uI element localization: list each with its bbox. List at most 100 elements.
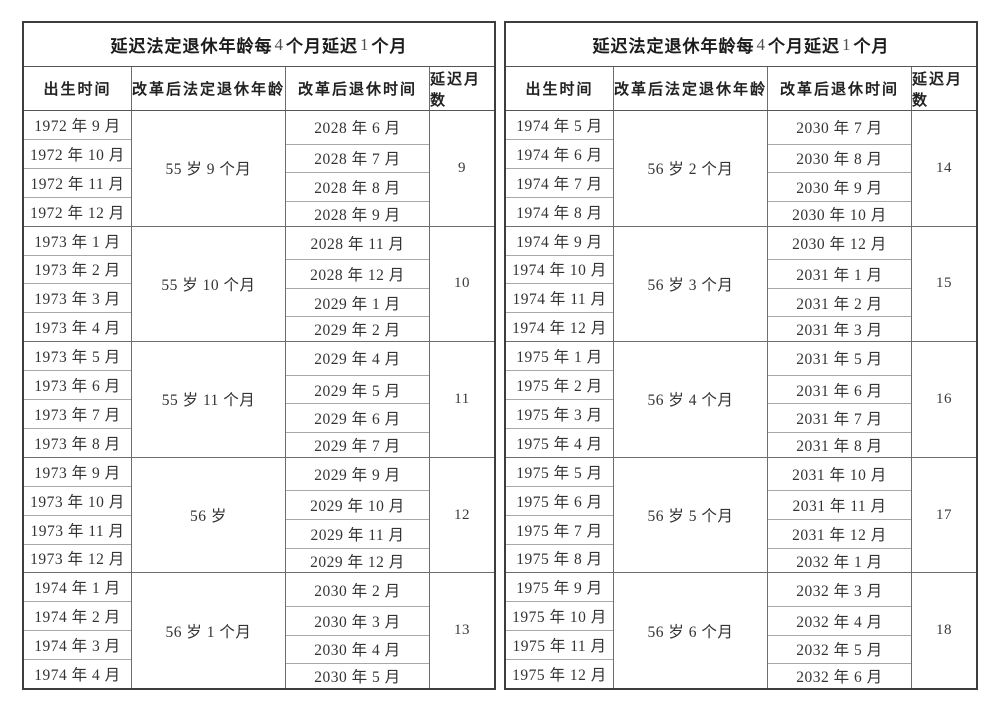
birth-month-cell: 1975 年 9 月 [506, 573, 613, 603]
birth-month-cell: 1975 年 7 月 [506, 516, 613, 545]
retirement-time-cell: 2028 年 7 月 [286, 145, 429, 174]
table-block: 1974 年 5 月 1974 年 6 月 1974 年 7 月 1974 年 8 月… [506, 111, 976, 226]
table-title-part: 1 [842, 34, 852, 54]
table-title-part: 延迟法定退休年龄每 [592, 37, 755, 56]
table-title-part: 个月延迟 [768, 37, 840, 56]
column-header-delay: 延迟月数 [430, 71, 482, 109]
retirement-time-cell: 2030 年 9 月 [768, 173, 911, 202]
birth-month-cell: 1975 年 1 月 [506, 342, 613, 372]
birth-month-column: 1975 年 5 月 1975 年 6 月 1975 年 7 月 1975 年 8 月 [506, 457, 614, 573]
retirement-time-cell: 2029 年 10 月 [286, 491, 429, 520]
table-body: 1972 年 9 月 1972 年 10 月 1972 年 11 月 1972 年 1… [24, 111, 494, 688]
birth-month-cell: 1975 年 4 月 [516, 435, 603, 453]
column-header-time: 改革后退休时间 [286, 67, 430, 110]
birth-month-column: 1973 年 5 月 1973 年 6 月 1973 年 7 月 1973 年 8 月 [24, 342, 132, 457]
retirement-age-column: 55 岁 11 个月 [132, 342, 286, 457]
delay-months-column: 12 [430, 458, 494, 573]
column-header-age: 改革后法定退休年龄 [614, 67, 768, 110]
retirement-time-column: 2029 年 4 月 2029 年 5 月 2029 年 6 月 2029 年 7 月 [286, 342, 430, 457]
retirement-time-column: 2030 年 12 月 2031 年 1 月 2031 年 2 月 2031 年 3 … [768, 226, 912, 342]
retirement-time-cell: 2030 年 3 月 [286, 607, 429, 636]
birth-month-cell: 1973 年 10 月 [24, 487, 131, 516]
retirement-age-column: 56 岁 [132, 457, 286, 573]
birth-month-cell: 1973 年 3 月 [24, 284, 131, 314]
retirement-time-cell: 2030 年 7 月 [768, 111, 911, 145]
birth-month-cell: 1973 年 4 月 [34, 320, 121, 338]
birth-month-cell: 1975 年 12 月 [512, 667, 607, 685]
retirement-table-left: 延迟法定退休年龄每 4 个月延迟 1 个月 出生时间 改革后法定退休年龄 改革后退休… [22, 21, 496, 690]
retirement-time-cell: 2031 年 2 月 [768, 289, 911, 318]
table-title-part: 4 [756, 34, 766, 54]
retirement-age-cell: 55 岁 11 个月 [161, 392, 256, 410]
delay-months-column: 11 [430, 342, 494, 457]
retirement-time-cell: 2028 年 11 月 [286, 227, 429, 261]
retirement-age-column: 56 岁 5 个月 [614, 457, 768, 573]
delay-months-cell: 16 [936, 390, 952, 407]
table-block: 1974 年 1 月 1974 年 2 月 1974 年 3 月 1974 年 4 月… [24, 572, 494, 688]
table-header-row: 出生时间 改革后法定退休年龄 改革后退休时间 延迟月数 [506, 67, 976, 111]
retirement-table-right: 延迟法定退休年龄每 4 个月延迟 1 个月 出生时间 改革后法定退休年龄 改革后退休… [504, 21, 978, 690]
column-header-birth: 出生时间 [24, 67, 132, 110]
column-header-time: 改革后退休时间 [768, 67, 912, 110]
delay-months-cell: 14 [936, 159, 952, 176]
retirement-time-cell: 2032 年 3 月 [768, 573, 911, 607]
birth-month-cell: 1974 年 12 月 [512, 320, 607, 338]
retirement-time-column: 2031 年 5 月 2031 年 6 月 2031 年 7 月 2031 年 8 月 [768, 342, 912, 457]
delay-months-cell: 12 [454, 506, 470, 523]
birth-month-cell: 1973 年 12 月 [30, 551, 125, 569]
table-block: 1975 年 9 月 1975 年 10 月 1975 年 11 月 1975 年 1… [506, 572, 976, 688]
retirement-time-cell: 2029 年 5 月 [286, 376, 429, 405]
retirement-time-cell: 2031 年 10 月 [768, 458, 911, 492]
retirement-time-cell: 2031 年 5 月 [768, 342, 911, 376]
delay-months-column: 10 [430, 227, 494, 342]
retirement-time-cell: 2031 年 8 月 [796, 437, 883, 455]
delay-months-column: 16 [912, 342, 976, 457]
delay-months-column: 13 [430, 573, 494, 688]
delay-months-cell: 11 [454, 390, 470, 407]
delay-months-cell: 9 [458, 159, 466, 176]
retirement-age-column: 56 岁 1 个月 [132, 573, 286, 688]
delay-months-cell: 13 [454, 622, 470, 639]
retirement-age-cell: 56 岁 1 个月 [165, 623, 252, 641]
retirement-time-cell: 2031 年 7 月 [768, 404, 911, 434]
birth-month-cell: 1975 年 6 月 [506, 487, 613, 516]
column-header-delay: 延迟月数 [912, 71, 964, 109]
birth-month-column: 1974 年 1 月 1974 年 2 月 1974 年 3 月 1974 年 4 月 [24, 573, 132, 688]
birth-month-cell: 1974 年 11 月 [506, 284, 613, 314]
birth-month-cell: 1974 年 9 月 [506, 227, 613, 256]
table-title: 延迟法定退休年龄每 4 个月延迟 1 个月 [506, 23, 976, 67]
retirement-time-cell: 2030 年 5 月 [314, 669, 401, 687]
table-title-part: 1 [360, 34, 370, 54]
table-block: 1975 年 1 月 1975 年 2 月 1975 年 3 月 1975 年 4 月… [506, 341, 976, 457]
table-block: 1974 年 9 月 1974 年 10 月 1974 年 11 月 1974 年 1… [506, 225, 976, 342]
retirement-age-cell: 56 岁 5 个月 [647, 508, 734, 526]
retirement-time-column: 2029 年 9 月 2029 年 10 月 2029 年 11 月 2029 年 1… [286, 457, 430, 573]
retirement-time-cell: 2029 年 12 月 [310, 553, 405, 571]
delay-months-column: 14 [912, 111, 976, 226]
birth-month-cell: 1972 年 9 月 [24, 111, 131, 140]
table-title-part: 个月 [853, 37, 890, 56]
retirement-time-cell: 2032 年 4 月 [768, 607, 911, 636]
delay-months-column: 17 [912, 458, 976, 573]
birth-month-cell: 1973 年 9 月 [24, 458, 131, 487]
birth-month-cell: 1973 年 5 月 [24, 342, 131, 372]
table-block: 1973 年 9 月 1973 年 10 月 1973 年 11 月 1973 年 1… [24, 456, 494, 573]
table-header-row: 出生时间 改革后法定退休年龄 改革后退休时间 延迟月数 [24, 67, 494, 111]
retirement-age-cell: 56 岁 [190, 508, 227, 526]
table-block: 1973 年 5 月 1973 年 6 月 1973 年 7 月 1973 年 8 月… [24, 341, 494, 457]
delay-months-cell: 17 [936, 506, 952, 523]
delay-months-cell: 10 [454, 275, 470, 292]
retirement-time-cell: 2030 年 10 月 [792, 206, 887, 224]
retirement-time-cell: 2029 年 2 月 [314, 322, 401, 340]
birth-month-cell: 1975 年 5 月 [506, 458, 613, 487]
retirement-time-column: 2028 年 11 月 2028 年 12 月 2029 年 1 月 2029 年 2… [286, 226, 430, 342]
retirement-age-cell: 56 岁 2 个月 [647, 161, 734, 179]
birth-month-cell: 1974 年 5 月 [506, 111, 613, 140]
birth-month-cell: 1974 年 6 月 [506, 140, 613, 169]
retirement-age-column: 55 岁 9 个月 [132, 111, 286, 226]
delay-months-column: 15 [912, 227, 976, 342]
retirement-time-cell: 2031 年 1 月 [768, 260, 911, 289]
retirement-time-column: 2028 年 6 月 2028 年 7 月 2028 年 8 月 2028 年 9 月 [286, 111, 430, 226]
birth-month-cell: 1975 年 8 月 [516, 551, 603, 569]
column-header-age: 改革后法定退休年龄 [132, 67, 286, 110]
